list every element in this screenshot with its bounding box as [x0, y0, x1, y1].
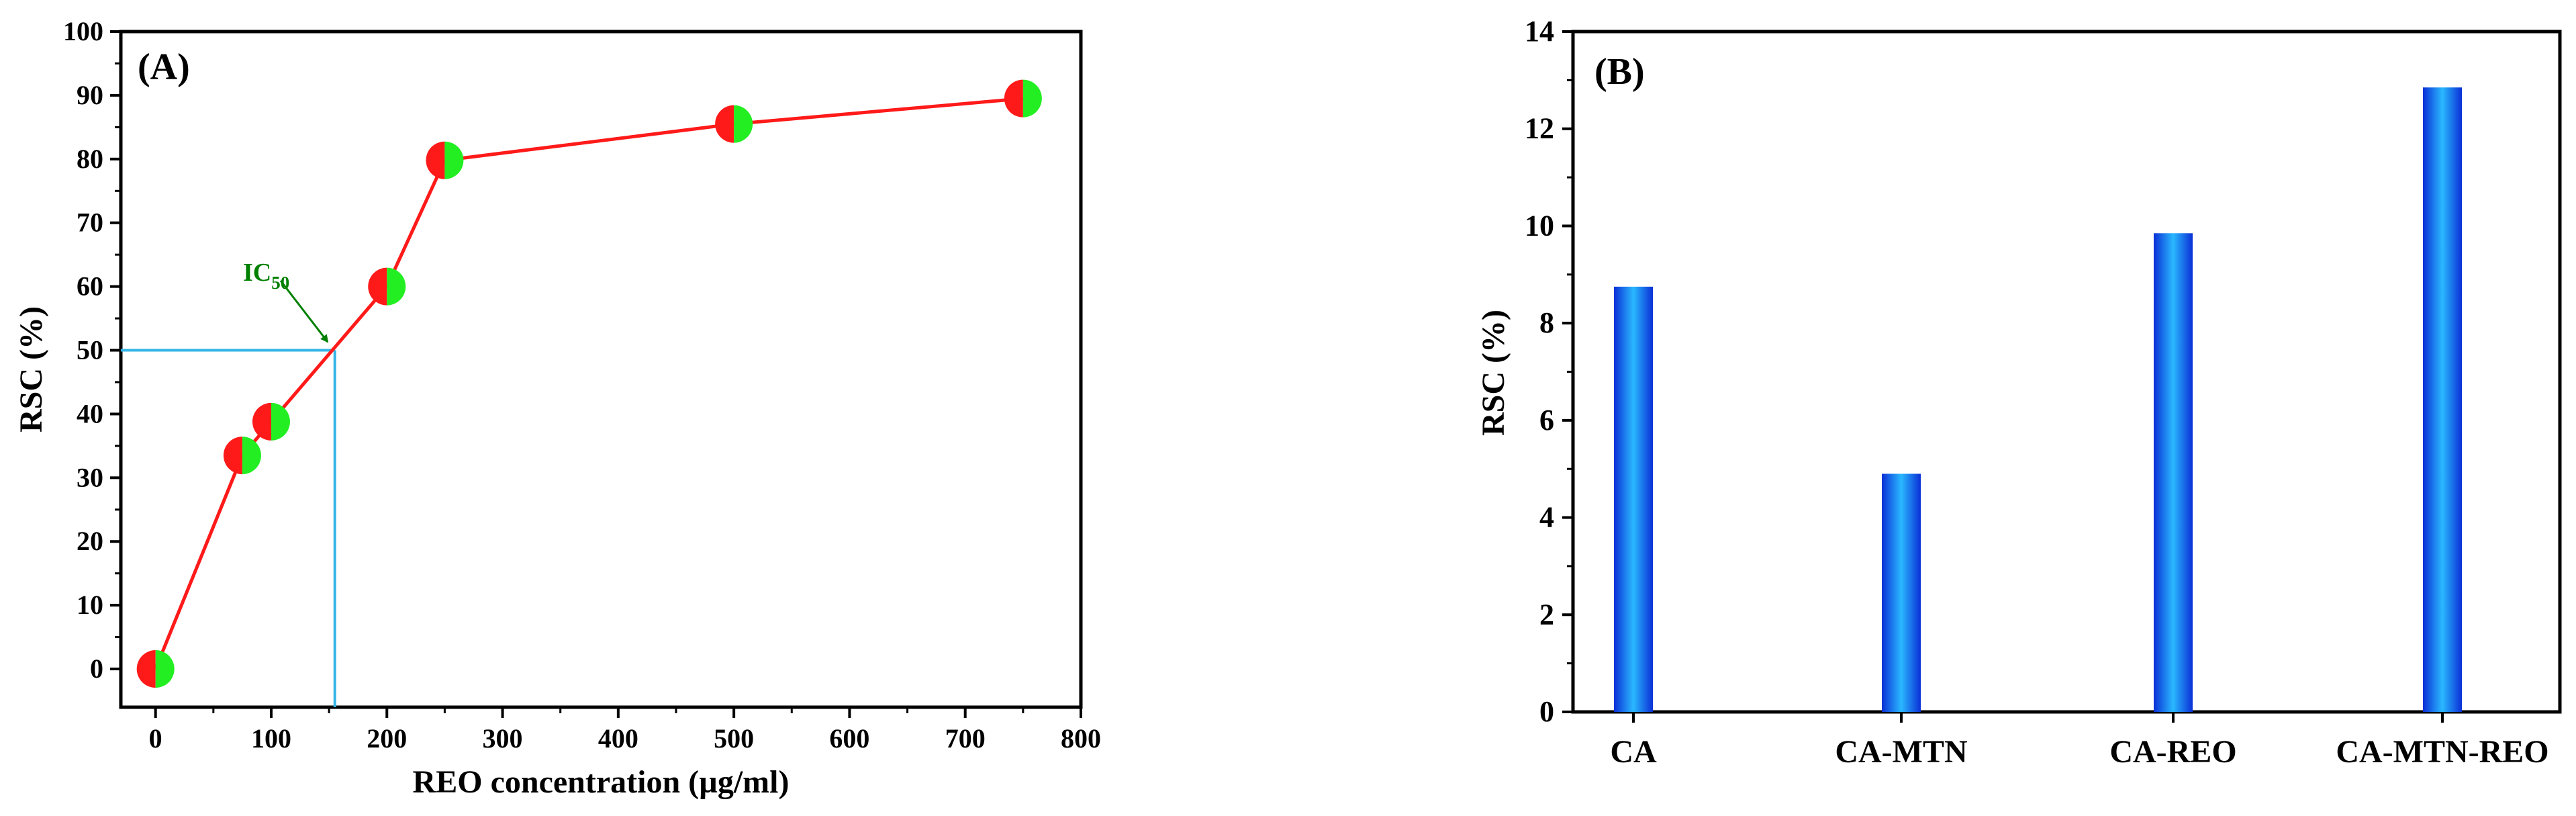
chart-a-x-tick-label: 300: [483, 723, 523, 754]
chart-a-data-point: [136, 650, 175, 688]
chart-a-data-point: [1004, 79, 1042, 118]
chart-a-y-tick-label: 40: [77, 398, 103, 428]
chart-a: 0 10 20 30 40 50 60 70 80 90 100 0 100 200 300 400 500 6…: [13, 16, 1101, 800]
chart-b-x-axis: CA CA-MTN CA-REO CA-MTN-REO: [1610, 712, 2549, 770]
chart-b-plot-frame: [1571, 30, 2562, 714]
chart-a-data-point: [368, 267, 406, 306]
chart-b-bar: [1882, 473, 1921, 712]
chart-b-y-tick-label: 14: [1525, 15, 1554, 48]
chart-b-bar: [2423, 87, 2462, 713]
chart-b: 0 2 4 6 8 10 12 14 CA CA-MTN CA-REO CA-MTN-REO (B)…: [1476, 15, 2562, 770]
chart-a-ic50-annotation: IC50: [243, 259, 289, 293]
chart-b-x-tick-label: CA-MTN-REO: [2336, 734, 2548, 770]
chart-a-x-tick-label: 500: [714, 723, 754, 754]
chart-b-y-axis-label: RSC (%): [1476, 310, 1511, 436]
chart-a-data-point: [252, 402, 290, 441]
chart-a-panel-label: (A): [138, 46, 190, 88]
chart-a-y-tick-label: 60: [77, 271, 103, 302]
chart-a-y-tick-label: 10: [77, 590, 103, 620]
chart-b-y-tick-label: 10: [1525, 209, 1554, 242]
chart-b-y-tick-label: 8: [1539, 306, 1554, 339]
chart-b-y-tick-label: 2: [1539, 598, 1554, 631]
chart-a-x-axis: 0 100 200 300 400 500 600 700 800: [149, 707, 1101, 754]
chart-b-y-tick-label: 12: [1525, 112, 1554, 145]
chart-b-x-tick-label: CA: [1610, 734, 1657, 770]
chart-b-x-tick-label: CA-MTN: [1835, 734, 1968, 770]
chart-a-x-tick-label: 100: [251, 723, 291, 754]
chart-a-y-tick-label: 50: [77, 335, 103, 365]
chart-a-ic50-arrow: [279, 280, 329, 343]
chart-a-y-tick-label: 80: [77, 144, 103, 174]
chart-b-panel-label: (B): [1594, 51, 1645, 93]
chart-b-y-tick-label: 0: [1539, 695, 1554, 728]
chart-a-markers: [136, 79, 1042, 688]
chart-a-y-tick-label: 70: [77, 208, 103, 238]
chart-a-y-tick-label: 100: [63, 16, 103, 46]
chart-a-y-tick-label: 30: [77, 462, 103, 492]
chart-a-y-axis: 0 10 20 30 40 50 60 70 80 90 100: [63, 16, 121, 684]
chart-b-bar: [2154, 233, 2193, 713]
chart-a-data-point: [715, 105, 753, 143]
chart-b-x-tick-label: CA-REO: [2109, 734, 2236, 770]
chart-a-x-tick-label: 0: [149, 723, 162, 754]
chart-b-bar: [1614, 286, 1653, 712]
chart-b-y-axis: 0 2 4 6 8 10 12 14: [1525, 15, 1573, 728]
chart-a-y-axis-label: RSC (%): [13, 306, 49, 433]
chart-a-x-tick-label: 600: [829, 723, 869, 754]
chart-b-bars: [1614, 87, 2462, 713]
chart-b-y-tick-label: 6: [1539, 404, 1554, 437]
chart-a-x-axis-label: REO concentration (µg/ml): [413, 764, 790, 800]
chart-a-y-tick-label: 20: [77, 526, 103, 556]
chart-a-x-tick-label: 800: [1061, 723, 1101, 754]
chart-a-data-point: [223, 437, 261, 475]
chart-b-y-tick-label: 4: [1539, 501, 1554, 534]
chart-a-data-point: [426, 141, 464, 179]
chart-a-ic50-guides: [121, 349, 336, 707]
chart-a-plot-frame: [119, 30, 1083, 709]
chart-a-series-line: [154, 97, 1024, 670]
chart-a-x-tick-label: 400: [598, 723, 638, 754]
chart-a-y-tick-label: 90: [77, 80, 103, 110]
chart-a-y-tick-label: 0: [90, 653, 103, 684]
chart-a-x-tick-label: 200: [367, 723, 407, 754]
chart-a-x-tick-label: 700: [945, 723, 986, 754]
